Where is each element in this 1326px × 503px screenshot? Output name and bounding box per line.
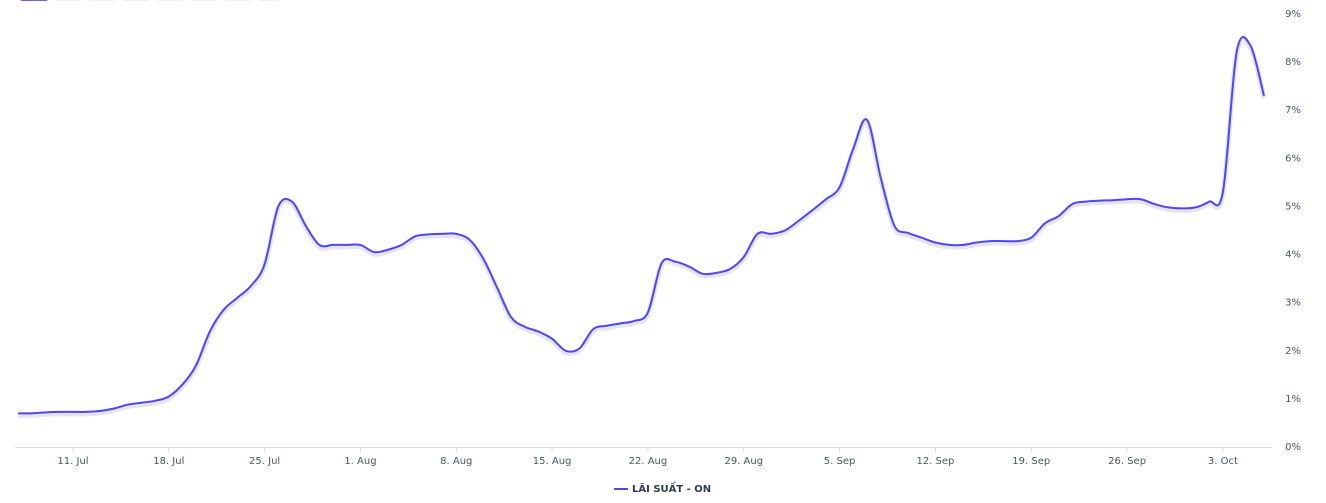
range-button[interactable] xyxy=(20,0,48,1)
x-tick-label: 22. Aug xyxy=(629,456,668,467)
x-tick-label: 29. Aug xyxy=(724,456,763,467)
y-tick-label: 9% xyxy=(1285,9,1301,20)
y-tick-label: 8% xyxy=(1285,57,1301,68)
range-selector xyxy=(20,0,280,1)
y-tick-label: 3% xyxy=(1285,298,1301,309)
legend-label: LÃI SUẤT - ON xyxy=(632,480,711,495)
x-tick-label: 25. Jul xyxy=(249,456,280,467)
line-shadow xyxy=(18,36,1267,418)
y-tick-label: 0% xyxy=(1285,442,1301,453)
x-tick-label: 12. Sep xyxy=(916,456,954,467)
x-tick-label: 11. Jul xyxy=(57,456,88,467)
range-button[interactable] xyxy=(190,0,218,1)
y-tick-label: 2% xyxy=(1285,346,1301,357)
y-tick-label: 4% xyxy=(1285,250,1301,261)
legend-item[interactable]: LÃI SUẤT - ON xyxy=(614,480,711,495)
y-tick-label: 1% xyxy=(1285,394,1301,405)
x-tick-label: 26. Sep xyxy=(1108,456,1146,467)
x-tick-label: 3. Oct xyxy=(1208,456,1238,467)
y-tick-label: 6% xyxy=(1285,153,1301,164)
y-tick-label: 7% xyxy=(1285,105,1301,116)
range-button[interactable] xyxy=(122,0,150,1)
legend: LÃI SUẤT - ON xyxy=(614,480,711,495)
y-tick-label: 5% xyxy=(1285,201,1301,212)
x-tick-label: 5. Sep xyxy=(824,456,856,467)
x-tick-label: 8. Aug xyxy=(440,456,472,467)
range-button[interactable] xyxy=(88,0,116,1)
range-button[interactable] xyxy=(156,0,184,1)
range-button[interactable] xyxy=(258,0,280,1)
range-button[interactable] xyxy=(224,0,252,1)
x-tick-label: 19. Sep xyxy=(1012,456,1050,467)
x-tick-label: 15. Aug xyxy=(533,456,572,467)
x-tick-label: 1. Aug xyxy=(344,456,376,467)
range-button[interactable] xyxy=(54,0,82,1)
x-tick-label: 18. Jul xyxy=(153,456,184,467)
line xyxy=(18,36,1265,415)
